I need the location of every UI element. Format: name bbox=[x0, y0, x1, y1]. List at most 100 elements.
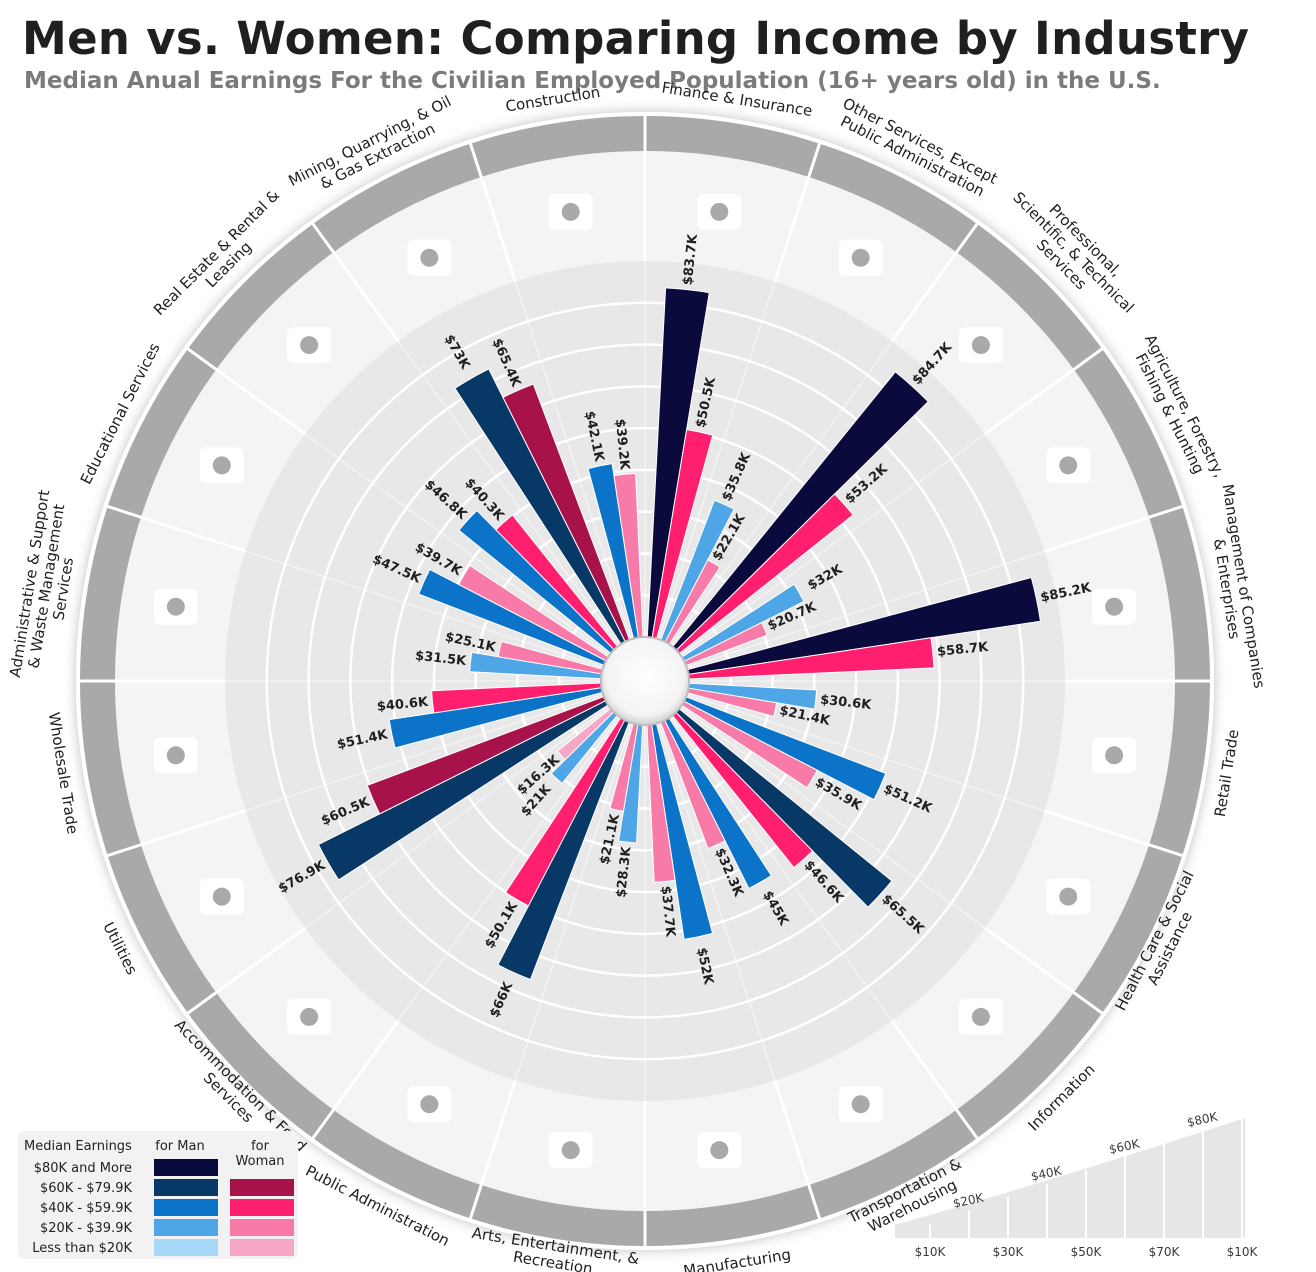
ring-divider bbox=[890, 223, 979, 343]
grid-spoke bbox=[514, 281, 632, 640]
bar-group-information bbox=[671, 707, 893, 908]
ring-divider bbox=[311, 1019, 400, 1139]
legend-swatch-men bbox=[154, 1159, 218, 1176]
data-label-men: $31.5K bbox=[414, 649, 467, 670]
agriculture-icon bbox=[1046, 447, 1091, 484]
ring-divider bbox=[773, 1079, 822, 1219]
legend-swatch-women bbox=[230, 1179, 294, 1196]
icon-detail bbox=[420, 1095, 439, 1114]
grid-spoke bbox=[245, 550, 604, 668]
bar-group-utilities bbox=[317, 695, 609, 881]
legend-row: $60K - $79.9K bbox=[18, 1179, 298, 1199]
data-label-women: $58.7K bbox=[936, 640, 989, 660]
icon-detail bbox=[1105, 597, 1124, 616]
icon-detail bbox=[851, 1095, 870, 1114]
legend-row: $20K - $39.9K bbox=[18, 1219, 298, 1239]
information-icon bbox=[958, 998, 1003, 1035]
data-label-women: $39.2K bbox=[612, 418, 632, 471]
scale-tick-label: $30K bbox=[993, 1245, 1025, 1259]
legend-bin-label: $80K and More bbox=[33, 1161, 132, 1176]
legend-swatch-men bbox=[154, 1179, 218, 1196]
legend-heading: Median Earnings bbox=[24, 1139, 132, 1154]
ring-divider bbox=[983, 926, 1103, 1015]
grid-spoke bbox=[658, 281, 776, 640]
scale-tick-label: $80K bbox=[1186, 1109, 1220, 1129]
management-icon bbox=[1092, 588, 1137, 625]
legend-women-label: for Woman bbox=[235, 1139, 285, 1169]
ring-divider bbox=[311, 223, 400, 343]
wholesale-icon bbox=[153, 737, 198, 774]
legend-swatch-men bbox=[154, 1219, 218, 1236]
grid-spoke bbox=[397, 340, 620, 646]
grid-spoke bbox=[397, 716, 620, 1022]
retail-icon bbox=[1092, 737, 1137, 774]
grid-spoke bbox=[514, 722, 632, 1081]
grid-spoke bbox=[670, 340, 893, 646]
education-icon bbox=[199, 447, 244, 484]
icon-detail bbox=[166, 746, 185, 765]
ring-divider bbox=[468, 143, 517, 283]
accommodation-icon bbox=[287, 998, 332, 1035]
scale-tick-label: $10K bbox=[1227, 1245, 1259, 1259]
scale-tick-label: $20K bbox=[952, 1190, 986, 1210]
scale-tick-label: $70K bbox=[1149, 1245, 1181, 1259]
category-label-line: Wholesale Trade bbox=[45, 711, 82, 835]
legend-swatch-men bbox=[154, 1239, 218, 1256]
icon-detail bbox=[300, 336, 319, 355]
icon-detail bbox=[300, 1007, 319, 1026]
admin-support-icon bbox=[153, 588, 198, 625]
grid-spoke bbox=[304, 706, 610, 929]
icon-detail bbox=[710, 1141, 729, 1160]
icon-detail bbox=[1059, 456, 1078, 475]
legend-bin-label: $60K - $79.9K bbox=[39, 1181, 132, 1196]
grid-spoke bbox=[245, 694, 604, 812]
category-label: Manufacturing bbox=[682, 1245, 792, 1272]
scale-tick-label: $50K bbox=[1071, 1245, 1103, 1259]
icon-detail bbox=[561, 202, 580, 221]
utilities-icon bbox=[199, 878, 244, 915]
bar-group-finance bbox=[646, 287, 714, 640]
mining-icon bbox=[407, 239, 452, 276]
health-icon bbox=[1046, 878, 1091, 915]
data-label-men: $30.6K bbox=[819, 693, 872, 714]
category-label: Construction bbox=[504, 83, 601, 116]
bar-group-manufacturing bbox=[646, 722, 714, 940]
grid-spoke bbox=[686, 694, 1045, 812]
ring-divider bbox=[107, 504, 247, 553]
ring-divider bbox=[468, 1079, 517, 1219]
center-hub bbox=[600, 636, 690, 726]
data-label-men: $83.7K bbox=[681, 233, 702, 286]
grid-spoke bbox=[658, 722, 776, 1081]
real-estate-icon bbox=[287, 327, 332, 364]
scale-tick-label: $60K bbox=[1108, 1136, 1142, 1156]
data-label-women: $40.6K bbox=[376, 695, 429, 715]
scale-wedge bbox=[895, 1118, 1245, 1238]
professional-icon bbox=[958, 327, 1003, 364]
legend-swatch-women bbox=[230, 1199, 294, 1216]
legend-bin-label: $40K - $59.9K bbox=[39, 1201, 132, 1216]
scale-tick-label: $40K bbox=[1030, 1163, 1064, 1183]
ring-divider bbox=[1043, 504, 1183, 553]
legend-swatch-women bbox=[230, 1239, 294, 1256]
data-label-women: $37.7K bbox=[658, 885, 678, 938]
bar-group-management bbox=[686, 576, 1042, 680]
public-admin-icon bbox=[407, 1086, 452, 1123]
legend-swatch-men bbox=[154, 1199, 218, 1216]
category-label-line: Manufacturing bbox=[682, 1245, 792, 1272]
other-services-icon bbox=[838, 239, 883, 276]
legend-row: $40K - $59.9K bbox=[18, 1199, 298, 1219]
grid-spoke bbox=[670, 716, 893, 1022]
icon-detail bbox=[971, 1007, 990, 1026]
page-subtitle: Median Anual Earnings For the Civilian E… bbox=[24, 68, 1161, 94]
icon-detail bbox=[166, 597, 185, 616]
grid-spoke bbox=[686, 550, 1045, 668]
grid-spoke bbox=[680, 706, 986, 929]
arts-icon bbox=[548, 1132, 593, 1169]
icon-detail bbox=[1105, 746, 1124, 765]
legend-row: Less than $20K bbox=[18, 1239, 298, 1259]
icon-detail bbox=[561, 1141, 580, 1160]
legend-swatch-women bbox=[230, 1219, 294, 1236]
icon-detail bbox=[851, 248, 870, 267]
icon-detail bbox=[420, 248, 439, 267]
